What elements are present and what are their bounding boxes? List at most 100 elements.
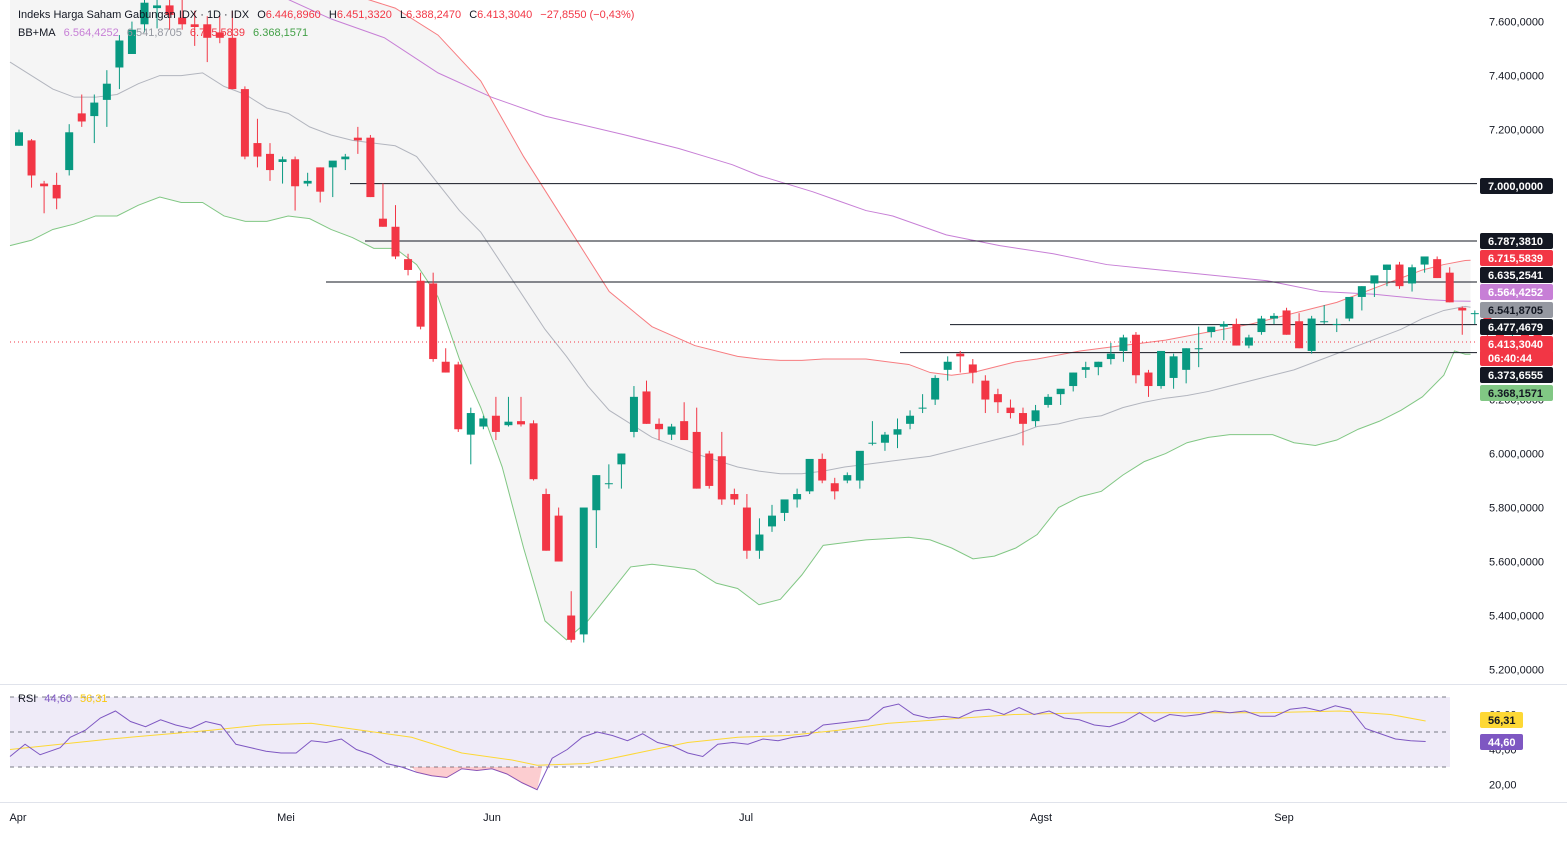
candle-body: [1320, 321, 1329, 323]
time-tick-label: Agst: [1030, 812, 1052, 824]
open-label: O: [257, 9, 266, 21]
candle-body: [140, 2, 149, 25]
candle-body: [1244, 337, 1253, 346]
bb-ma-value: 6.564,4252: [63, 27, 119, 39]
candle-body: [1194, 348, 1203, 350]
candle-body: [479, 418, 488, 427]
price-tick-label: 5.400,0000: [1489, 611, 1544, 623]
candle-body: [1395, 264, 1404, 287]
candle-body: [190, 24, 199, 27]
candle-body: [1119, 337, 1128, 351]
low-value: 6.388,2470: [406, 9, 462, 21]
price-label-box: [1480, 284, 1553, 300]
candle-body: [1069, 372, 1078, 387]
candle-body: [579, 507, 588, 635]
candle-body: [240, 89, 249, 157]
candle-body: [404, 259, 413, 270]
candle-body: [1382, 264, 1391, 270]
candle-body: [316, 167, 325, 192]
candle-body: [328, 160, 337, 168]
candle-body: [165, 5, 174, 15]
rsi-oversold-fill: [411, 767, 543, 790]
time-tick-label: Sep: [1274, 812, 1294, 824]
time-axis[interactable]: Apr Mei Jun Jul Agst Sep: [9, 812, 1293, 824]
candle-body: [667, 426, 676, 435]
candle-body: [617, 453, 626, 465]
candle-body: [1332, 323, 1341, 325]
price-tick-label: 6.000,0000: [1489, 449, 1544, 461]
candle-body: [629, 396, 638, 432]
candle-body: [178, 17, 187, 25]
candle-body: [855, 450, 864, 481]
bollinger-bands: [9, 0, 1471, 641]
candle-body: [1232, 323, 1241, 346]
candle-body: [1307, 318, 1316, 351]
candle-body: [805, 458, 814, 492]
candle-body: [1219, 323, 1228, 327]
change-value: −27,8550 (−0,43%): [540, 9, 635, 21]
rsi-label-text: 56,31: [1488, 715, 1516, 727]
candle-body: [642, 391, 651, 424]
candle-body: [1270, 315, 1278, 319]
candle-body: [993, 394, 1002, 403]
candle-body: [931, 377, 940, 400]
rsi-label-box: [1480, 712, 1523, 728]
candle-body: [529, 423, 538, 480]
price-label-text: 6.635,2541: [1488, 270, 1543, 282]
price-label-text: 6.541,8705: [1488, 305, 1543, 317]
rsi-ma-line: [9, 710, 1426, 766]
candle-body: [454, 364, 463, 430]
candle-body: [52, 184, 61, 199]
time-tick-label: Jul: [739, 812, 753, 824]
candle-body: [1006, 407, 1015, 414]
price-tick-label: 7.400,0000: [1489, 71, 1544, 83]
price-label-text: 6.715,5839: [1488, 253, 1543, 265]
bb-legend: BB+MA 6.564,4252 6.541,8705 6.715,5839 6…: [18, 27, 313, 39]
candle-body: [1094, 361, 1103, 368]
candle-body: [253, 143, 262, 157]
price-label-text: 6.787,3810: [1488, 236, 1543, 248]
candle-body: [278, 159, 287, 162]
rsi-line: [9, 703, 1426, 791]
candle-body: [880, 434, 889, 443]
candle-body: [730, 494, 739, 500]
price-tick-label: 5.200,0000: [1489, 665, 1544, 677]
high-label: H: [328, 9, 337, 21]
rsi-legend: RSI 44,60 56,31: [18, 693, 113, 705]
candle-body: [353, 137, 362, 141]
candle-body: [830, 483, 839, 492]
candle-body: [1408, 267, 1417, 284]
rsi-label-box: [1480, 734, 1523, 750]
candle-body: [90, 102, 99, 117]
price-label-text: 6.477,4679: [1488, 322, 1543, 334]
candle-body: [1044, 396, 1053, 405]
price-label-box: [1480, 233, 1553, 249]
price-label-text: 6.413,3040: [1488, 339, 1543, 351]
time-tick-label: Jun: [483, 812, 501, 824]
candle-body: [127, 29, 136, 54]
price-label-text: 06:40:44: [1488, 353, 1533, 365]
rsi-pane: [9, 696, 1450, 791]
candlesticks: [15, 0, 1542, 643]
close-label: C: [469, 9, 478, 21]
candle-body: [1257, 318, 1266, 333]
bb-upper-value: 6.715,5839: [189, 27, 245, 39]
candle-body: [906, 415, 915, 424]
price-axis[interactable]: 7.600,0000 7.400,0000 7.200,0000 7.000,0000…: [1480, 17, 1553, 792]
candle-body: [1295, 321, 1304, 349]
bb-basis-line: [9, 61, 1471, 475]
candle-body: [378, 218, 387, 227]
candle-body: [705, 453, 714, 486]
candle-body: [1144, 372, 1153, 387]
price-label-box: [1480, 302, 1553, 318]
candle-body: [655, 423, 664, 430]
candle-body: [680, 421, 689, 441]
price-tick-label: 7.600,0000: [1489, 17, 1544, 29]
candle-body: [77, 113, 86, 122]
high-value: 6.451,3320: [336, 9, 392, 21]
candle-body: [1470, 313, 1479, 315]
price-tick-label: 5.800,0000: [1489, 503, 1544, 515]
candle-body: [1106, 353, 1115, 360]
candle-body: [768, 515, 776, 527]
